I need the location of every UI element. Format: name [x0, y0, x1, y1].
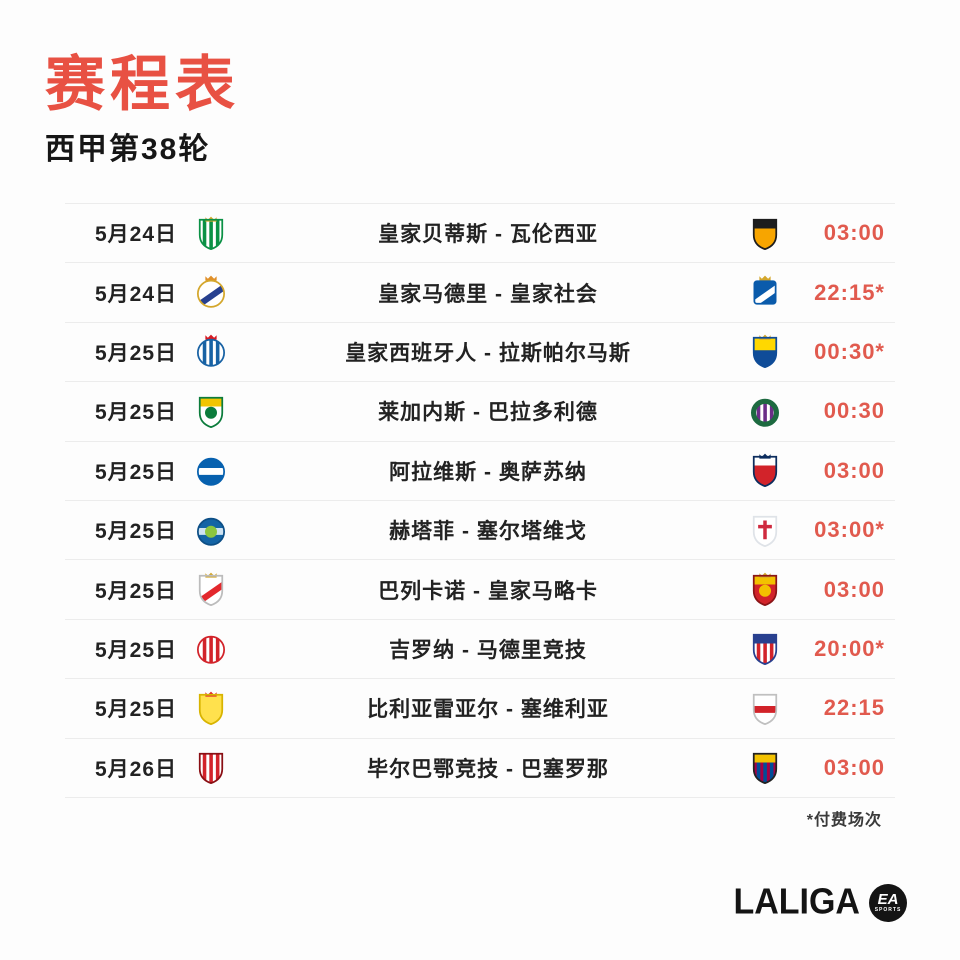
- match-date: 5月25日: [95, 520, 178, 544]
- match-row: 5月25日 阿拉维斯 - 奥萨苏纳 03:00: [65, 440, 895, 500]
- match-fixture: 皇家马德里 - 皇家社会: [378, 282, 598, 306]
- match-row: 5月26日 毕尔巴鄂竞技 - 巴塞罗那 03:00: [65, 737, 895, 797]
- real-betis-crest: [195, 215, 227, 251]
- match-date: 5月25日: [95, 341, 178, 365]
- match-time: 22:15: [823, 695, 885, 721]
- villarreal-crest: [195, 690, 227, 726]
- athletic-bilbao-crest: [195, 750, 227, 786]
- espanyol-crest: [195, 334, 227, 370]
- round-subtitle: 西甲第38轮: [45, 133, 211, 166]
- match-fixture: 皇家西班牙人 - 拉斯帕尔马斯: [345, 341, 631, 365]
- match-row: 5月25日 莱加内斯 - 巴拉多利德 00:30: [65, 381, 895, 440]
- match-row: 5月25日 赫塔菲 - 塞尔塔维戈 03:00*: [65, 499, 895, 559]
- match-row: 5月25日 皇家西班牙人 - 拉斯帕尔马斯 00:30*: [65, 321, 895, 381]
- match-date: 5月25日: [95, 401, 178, 425]
- ea-sports-logo-icon: EA SPORTS: [869, 883, 907, 922]
- match-time: 00:30*: [814, 338, 885, 364]
- match-date: 5月26日: [95, 757, 178, 781]
- match-row: 5月24日 皇家贝蒂斯 - 瓦伦西亚 03:00: [65, 203, 895, 262]
- sevilla-crest: [749, 690, 781, 726]
- match-time: 03:00*: [814, 517, 885, 543]
- valladolid-crest: [749, 393, 781, 429]
- real-sociedad-crest: [749, 275, 781, 311]
- girona-crest: [195, 631, 227, 667]
- fixtures-table: 5月24日 皇家贝蒂斯 - 瓦伦西亚 03:00 5月24日 皇家马德里 - 皇…: [65, 203, 895, 798]
- las-palmas-crest: [749, 334, 781, 370]
- valencia-crest: [749, 215, 781, 251]
- match-time: 03:00: [823, 576, 885, 602]
- match-time: 20:00*: [814, 635, 885, 661]
- match-fixture: 巴列卡诺 - 皇家马略卡: [378, 579, 598, 603]
- match-date: 5月25日: [95, 579, 178, 603]
- atletico-madrid-crest: [749, 631, 781, 667]
- match-fixture: 毕尔巴鄂竞技 - 巴塞罗那: [367, 757, 609, 781]
- match-date: 5月25日: [95, 638, 178, 662]
- match-fixture: 比利亚雷亚尔 - 塞维利亚: [367, 698, 609, 722]
- paid-match-footnote: *付费场次: [806, 812, 882, 829]
- mallorca-crest: [749, 572, 781, 608]
- match-row: 5月25日 巴列卡诺 - 皇家马略卡 03:00: [65, 559, 895, 618]
- celta-vigo-crest: [749, 512, 781, 548]
- osasuna-crest: [749, 453, 781, 489]
- rayo-vallecano-crest: [195, 572, 227, 608]
- header: 赛程表 西甲第38轮: [45, 52, 240, 168]
- match-fixture: 阿拉维斯 - 奥萨苏纳: [389, 460, 587, 484]
- match-time: 22:15*: [814, 279, 885, 305]
- match-row: 5月25日 比利亚雷亚尔 - 塞维利亚 22:15: [65, 678, 895, 737]
- match-fixture: 吉罗纳 - 马德里竞技: [389, 638, 587, 662]
- page-title: 赛程表: [45, 51, 240, 118]
- match-row: 5月25日 吉罗纳 - 马德里竞技 20:00*: [65, 618, 895, 678]
- laliga-wordmark: LALIGA: [733, 882, 860, 922]
- match-time: 00:30: [823, 398, 885, 424]
- barcelona-crest: [749, 750, 781, 786]
- match-time: 03:00: [823, 220, 885, 246]
- match-fixture: 皇家贝蒂斯 - 瓦伦西亚: [378, 223, 598, 247]
- match-fixture: 莱加内斯 - 巴拉多利德: [378, 401, 598, 425]
- match-fixture: 赫塔菲 - 塞尔塔维戈: [389, 520, 587, 544]
- getafe-crest: [195, 512, 227, 548]
- match-time: 03:00: [823, 754, 885, 780]
- real-madrid-crest: [195, 275, 227, 311]
- leganes-crest: [195, 393, 227, 429]
- match-row: 5月24日 皇家马德里 - 皇家社会 22:15*: [65, 262, 895, 321]
- alaves-crest: [195, 453, 227, 489]
- laliga-brand: LALIGA EA SPORTS: [733, 882, 907, 922]
- match-date: 5月24日: [95, 223, 178, 247]
- match-date: 5月25日: [95, 460, 178, 484]
- match-date: 5月25日: [95, 698, 178, 722]
- match-date: 5月24日: [95, 282, 178, 306]
- match-time: 03:00: [823, 457, 885, 483]
